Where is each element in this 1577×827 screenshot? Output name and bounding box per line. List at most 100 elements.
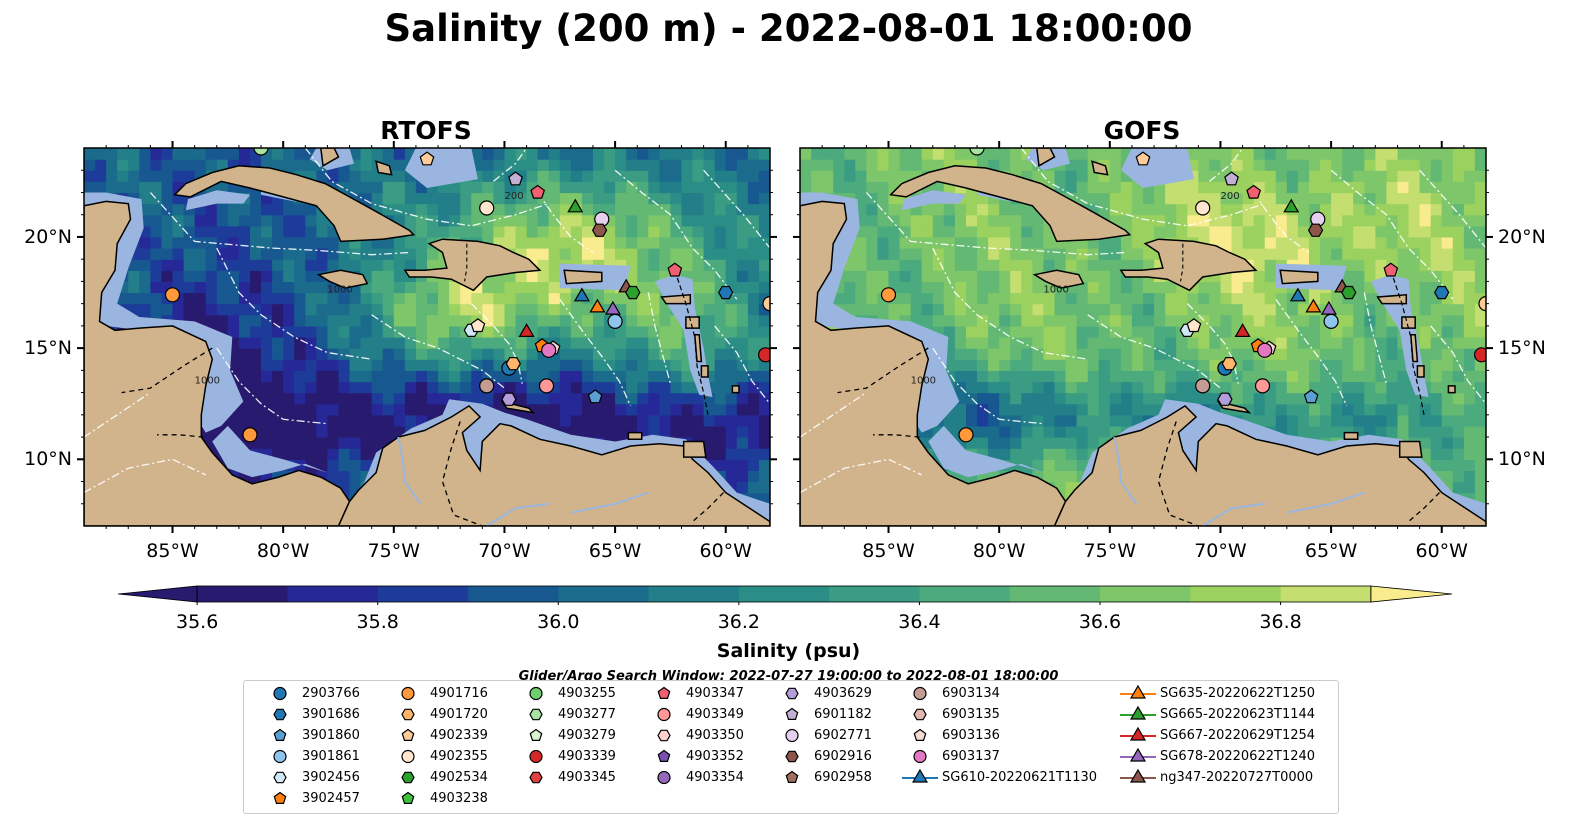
field-cell bbox=[1441, 292, 1454, 305]
field-cell bbox=[1430, 203, 1443, 216]
legend-item: SG667-20220629T1254 bbox=[1118, 725, 1328, 746]
field-cell bbox=[1165, 214, 1177, 227]
field-cell bbox=[460, 225, 472, 238]
field-cell bbox=[1165, 325, 1177, 338]
float-marker bbox=[1246, 184, 1262, 199]
field-cell bbox=[172, 214, 185, 227]
field-cell bbox=[1198, 359, 1210, 371]
field-cell bbox=[977, 314, 989, 327]
field-cell bbox=[1275, 292, 1288, 305]
field-cell bbox=[371, 314, 384, 327]
field-cell bbox=[283, 414, 295, 427]
field-cell bbox=[393, 170, 406, 182]
field-cell bbox=[482, 303, 494, 316]
field-cell bbox=[1452, 270, 1465, 282]
field-cell bbox=[537, 248, 550, 260]
field-cell bbox=[272, 448, 284, 460]
field-cell bbox=[1297, 236, 1310, 249]
field-cell bbox=[1430, 225, 1443, 238]
legend-marker bbox=[657, 729, 671, 742]
field-cell bbox=[1375, 425, 1388, 438]
field-cell bbox=[1452, 425, 1465, 438]
field-cell bbox=[183, 214, 196, 227]
legend-label: 4903277 bbox=[558, 707, 616, 722]
field-cell bbox=[382, 337, 395, 349]
field-cell bbox=[338, 414, 351, 427]
field-cell bbox=[504, 370, 517, 383]
field-cell bbox=[460, 348, 472, 360]
field-cell bbox=[438, 225, 450, 238]
field-cell bbox=[626, 381, 638, 394]
field-cell bbox=[1032, 359, 1045, 371]
field-cell bbox=[548, 370, 561, 383]
field-cell bbox=[438, 392, 450, 405]
field-cell bbox=[637, 414, 649, 427]
field-cell bbox=[1264, 259, 1277, 271]
field-cell bbox=[681, 359, 694, 371]
field-cell bbox=[283, 359, 295, 371]
field-cell bbox=[615, 148, 627, 160]
field-cell bbox=[338, 392, 351, 405]
field-cell bbox=[1076, 470, 1089, 483]
field-cell bbox=[482, 192, 494, 205]
field-cell bbox=[250, 292, 262, 305]
field-cell bbox=[747, 448, 760, 460]
field-cell bbox=[999, 348, 1011, 360]
river bbox=[1286, 491, 1365, 514]
eez-line bbox=[149, 192, 410, 256]
field-cell bbox=[382, 325, 395, 338]
field-cell bbox=[183, 270, 196, 282]
field-cell bbox=[670, 214, 683, 227]
field-cell bbox=[932, 214, 945, 227]
legend-item: 4903349 bbox=[644, 704, 854, 725]
field-cell bbox=[261, 259, 273, 271]
field-cell bbox=[747, 270, 760, 282]
field-cell bbox=[1452, 236, 1465, 249]
field-cell bbox=[1408, 236, 1421, 249]
border-line bbox=[464, 243, 468, 282]
field-cell bbox=[692, 392, 705, 405]
field-cell bbox=[238, 392, 251, 405]
field-cell bbox=[855, 236, 867, 249]
field-cell bbox=[415, 292, 428, 305]
field-cell bbox=[1463, 192, 1476, 205]
field-cell bbox=[371, 359, 384, 371]
field-cell bbox=[1474, 437, 1486, 449]
field-cell bbox=[758, 425, 770, 438]
field-cell bbox=[1010, 225, 1022, 238]
field-cell bbox=[725, 414, 738, 427]
legend-symbol bbox=[401, 708, 415, 721]
field-cell bbox=[1331, 392, 1343, 405]
field-cell bbox=[1242, 314, 1255, 327]
field-cell bbox=[117, 292, 129, 305]
field-cell bbox=[1386, 192, 1399, 205]
field-cell bbox=[703, 403, 716, 416]
field-cell bbox=[1231, 359, 1244, 371]
field-cell bbox=[681, 259, 694, 271]
field-cell bbox=[988, 470, 1000, 483]
field-cell bbox=[1131, 192, 1144, 205]
field-cell bbox=[537, 192, 550, 205]
field-cell bbox=[393, 148, 406, 160]
legend-marker bbox=[913, 749, 927, 764]
field-cell bbox=[1331, 148, 1343, 160]
field-cell bbox=[1430, 337, 1443, 349]
field-cell bbox=[415, 236, 428, 249]
field-cell bbox=[1120, 370, 1133, 383]
field-cell bbox=[1309, 414, 1321, 427]
legend-marker bbox=[1120, 768, 1156, 783]
contour-label: 200 bbox=[505, 191, 524, 202]
field-cell bbox=[977, 470, 989, 483]
float-marker bbox=[1305, 298, 1322, 313]
field-cell bbox=[855, 203, 867, 216]
field-cell bbox=[493, 314, 506, 327]
panel-title-gofs: GOFS bbox=[1103, 116, 1181, 145]
field-cell bbox=[1187, 181, 1199, 194]
field-cell bbox=[899, 270, 912, 282]
field-cell bbox=[714, 236, 727, 249]
field-cell bbox=[747, 481, 760, 494]
land-barbados bbox=[731, 385, 740, 394]
field-cell bbox=[659, 314, 672, 327]
field-cell bbox=[932, 159, 945, 171]
